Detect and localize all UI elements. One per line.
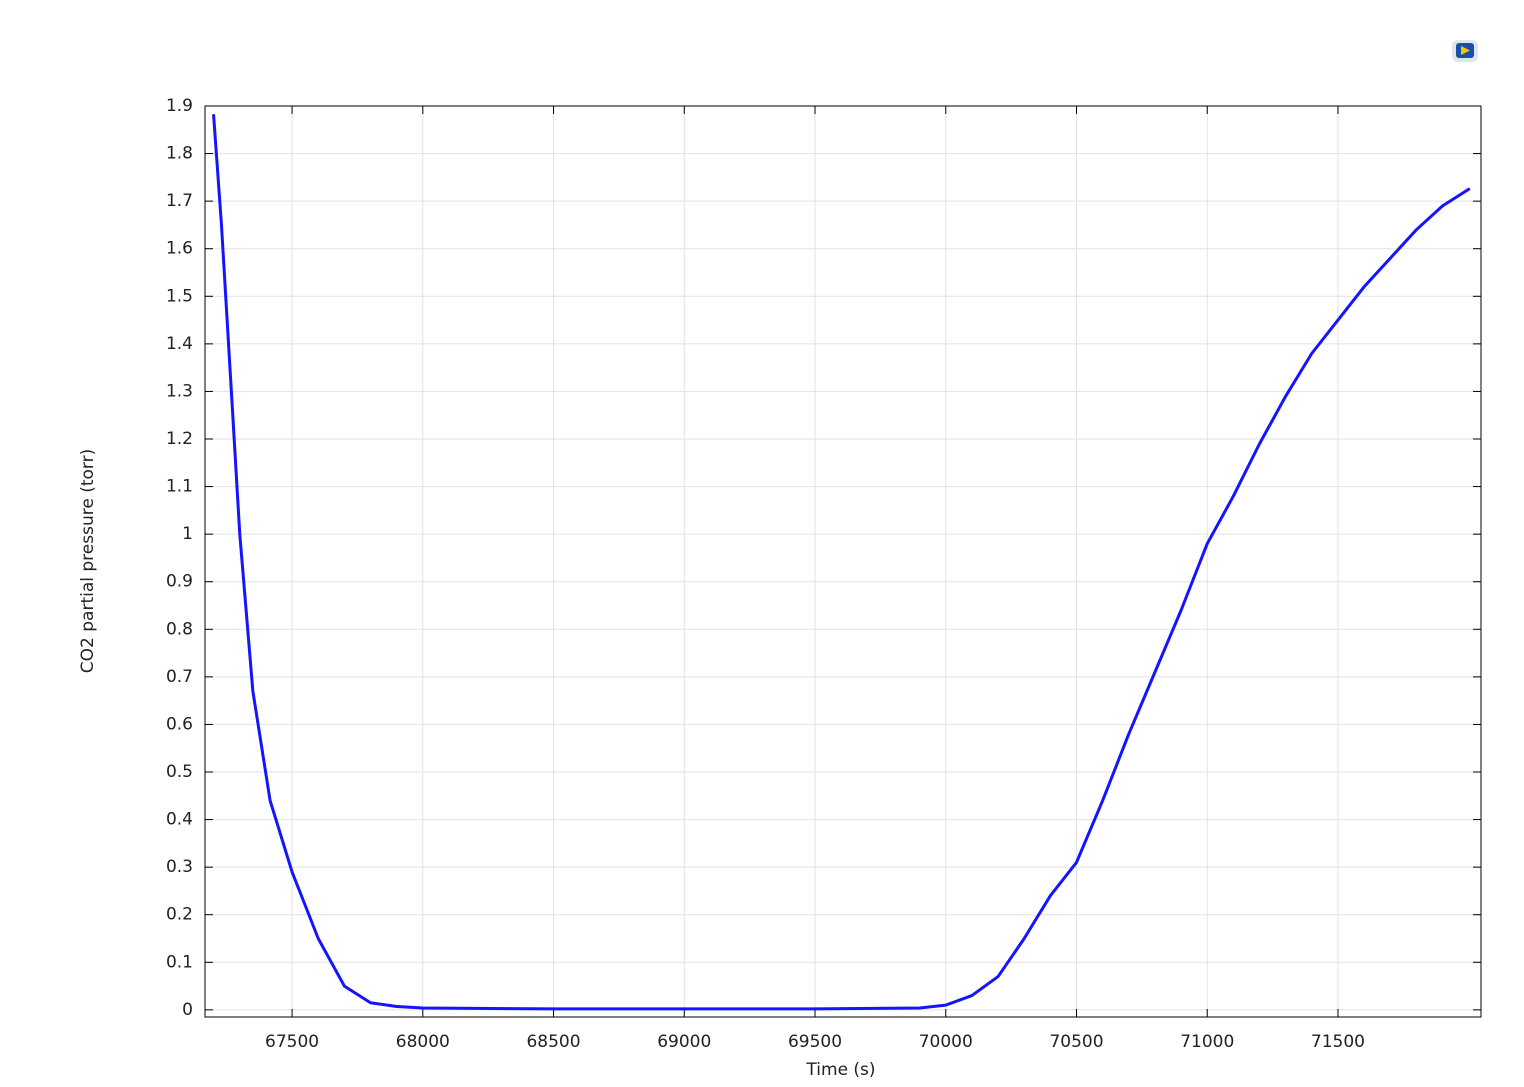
- y-tick-label: 0.1: [166, 952, 193, 972]
- x-tick-label: 69000: [657, 1032, 711, 1052]
- y-tick-label: 0.9: [166, 572, 193, 592]
- y-tick-label: 0.6: [166, 714, 193, 734]
- y-tick-label: 1.7: [166, 191, 193, 211]
- y-tick-label: 1.1: [166, 477, 193, 497]
- app-icon: [1452, 40, 1478, 62]
- y-tick-label: 1.8: [166, 144, 193, 164]
- x-tick-label: 69500: [788, 1032, 842, 1052]
- x-tick-label: 70000: [919, 1032, 973, 1052]
- x-tick-label: 71500: [1311, 1032, 1365, 1052]
- y-tick-label: 0.7: [166, 667, 193, 687]
- x-tick-label: 70500: [1049, 1032, 1103, 1052]
- x-tick-label: 68500: [526, 1032, 580, 1052]
- y-tick-label: 1.4: [166, 334, 193, 354]
- x-tick-label: 68000: [396, 1032, 450, 1052]
- x-tick-label: 71000: [1180, 1032, 1234, 1052]
- plot-frame: [204, 105, 1482, 1018]
- y-tick-label: 0.8: [166, 619, 193, 639]
- data-line: [212, 114, 1471, 1011]
- y-tick-label: 1.5: [166, 286, 193, 306]
- y-tick-label: 0.3: [166, 857, 193, 877]
- y-axis-label: CO2 partial pressure (torr): [78, 449, 98, 673]
- y-tick-label: 1.2: [166, 429, 193, 449]
- y-tick-label: 1.3: [166, 381, 193, 401]
- x-tick-label: 67500: [265, 1032, 319, 1052]
- y-tick-label: 1.9: [166, 96, 193, 116]
- y-tick-label: 0.5: [166, 762, 193, 782]
- y-tick-label: 1: [182, 524, 193, 544]
- y-tick-label: 1.6: [166, 239, 193, 259]
- y-tick-label: 0: [182, 1000, 193, 1020]
- y-tick-label: 0.2: [166, 905, 193, 925]
- y-tick-label: 0.4: [166, 810, 193, 830]
- x-axis-label: Time (s): [805, 1060, 875, 1080]
